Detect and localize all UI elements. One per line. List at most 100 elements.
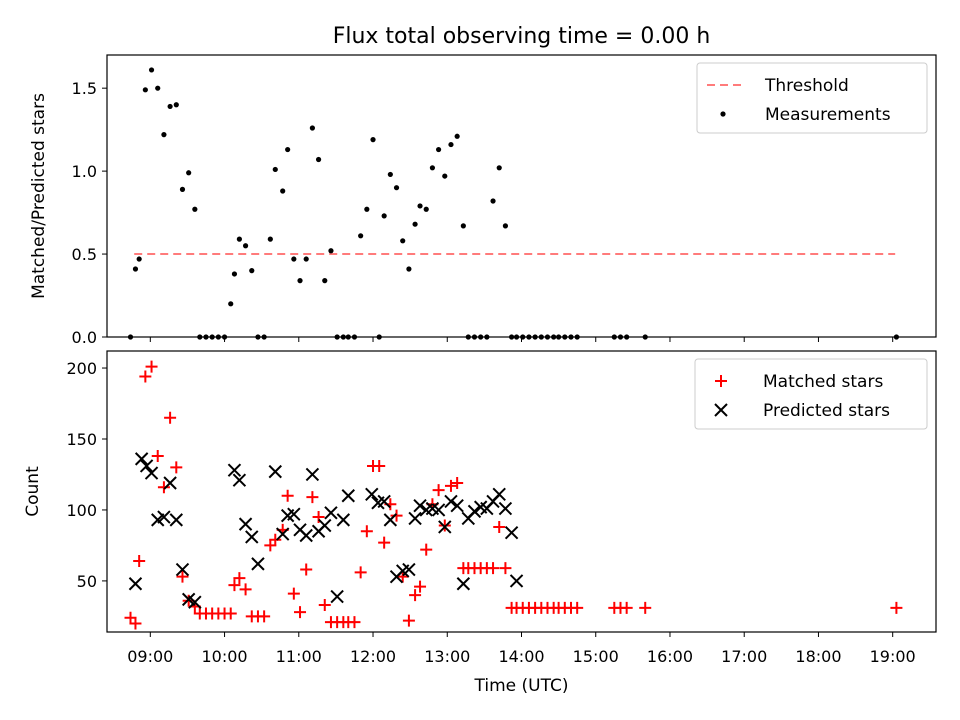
- matched-star-point: [390, 509, 403, 522]
- measurement-point: [454, 133, 460, 139]
- predicted-star-point: [431, 503, 446, 517]
- legend-label: Threshold: [764, 76, 849, 96]
- legend-label: Predicted stars: [763, 401, 890, 421]
- ratio-panel: 0.0 0.5 1.0 1.5 Matched/Predicted stars Thres…: [29, 54, 937, 347]
- matched-star-point: [287, 587, 300, 600]
- measurement-point: [387, 171, 393, 178]
- predicted-star-point: [175, 562, 190, 577]
- predicted-star-point: [377, 494, 391, 509]
- matched-star-point: [129, 617, 142, 630]
- matched-star-point: [402, 614, 415, 627]
- predicted-star-point: [498, 501, 513, 516]
- predicted-star-point: [299, 528, 313, 543]
- matched-star-point: [373, 459, 386, 472]
- legend: Threshold Measurements: [696, 62, 928, 134]
- measurement-point: [132, 266, 139, 272]
- predicted-star-point: [238, 517, 253, 531]
- measurement-point: [417, 203, 423, 209]
- x-tick-label: 11:00: [276, 647, 322, 666]
- predicted-star-point: [408, 511, 422, 526]
- count-panel: 09:00 10:00 11:00 12:00 13:00 14:00 15:00 16:00…: [23, 350, 937, 666]
- axes-frame: [106, 350, 937, 633]
- predicted-star-point: [450, 498, 464, 513]
- measurement-point: [167, 103, 173, 110]
- predicted-star-point: [251, 557, 265, 571]
- matched-star-point: [133, 555, 146, 568]
- measurement-point: [364, 206, 370, 212]
- predicted-star-point: [492, 487, 506, 502]
- predicted-star-point: [509, 574, 524, 588]
- predicted-star-point: [324, 506, 338, 520]
- predicted-star-point: [336, 513, 351, 527]
- x-tick-label: 12:00: [350, 647, 396, 666]
- matched-star-point: [239, 583, 252, 596]
- matched-star-point: [318, 599, 331, 612]
- predicted-star-point: [128, 577, 143, 591]
- measurement-point: [502, 223, 509, 229]
- measurement-point: [429, 165, 436, 171]
- matched-star-point: [620, 601, 633, 614]
- matched-star-point: [396, 570, 409, 583]
- matched-star-point: [487, 562, 500, 575]
- predicted-star-point: [169, 513, 183, 527]
- measurement-point: [148, 67, 155, 73]
- matched-star-point: [300, 563, 313, 576]
- x-axis-label: Time (UTC): [474, 676, 569, 696]
- matched-star-point: [145, 360, 158, 373]
- y-tick-label: 200: [66, 359, 97, 378]
- predicted-star-point: [287, 507, 301, 521]
- matched-star-point: [890, 601, 903, 614]
- predicted-star-point: [163, 476, 177, 490]
- predicted-star-point: [438, 520, 452, 534]
- legend-frame: [694, 358, 928, 430]
- legend-frame: [696, 62, 928, 134]
- measurement-point: [436, 146, 442, 153]
- measurement-point: [267, 236, 273, 242]
- measurement-point: [186, 170, 192, 176]
- measurement-point: [136, 256, 142, 262]
- predicted-star-point: [444, 494, 458, 509]
- x-tick-label: 17:00: [721, 647, 767, 666]
- predicted-star-point: [383, 513, 398, 527]
- legend-label: Matched stars: [763, 372, 883, 392]
- y-tick-label: 1.0: [72, 162, 97, 181]
- predicted-star-point: [188, 595, 202, 609]
- measurement-point: [460, 223, 466, 229]
- matched-star-point: [414, 580, 427, 593]
- measurement-point: [192, 206, 198, 212]
- measurement-point: [285, 146, 291, 153]
- measurement-point: [297, 278, 303, 284]
- matched-star-point: [157, 481, 170, 494]
- x-tick-label: 09:00: [127, 647, 173, 666]
- measurement-point: [231, 271, 238, 277]
- measurement-point: [303, 256, 309, 262]
- measurement-point: [393, 185, 400, 191]
- y-tick-label: 100: [66, 501, 97, 520]
- measurement-point: [179, 186, 186, 192]
- legend: Matched stars Predicted stars: [694, 358, 928, 430]
- matched-star-point: [224, 607, 237, 620]
- predicted-star-point: [275, 527, 290, 541]
- measurement-point: [280, 188, 286, 194]
- measurement-point: [161, 132, 167, 138]
- x-tick-label: 13:00: [424, 647, 470, 666]
- legend-label: Measurements: [765, 105, 891, 125]
- y-tick-label: 0.0: [72, 328, 97, 347]
- legend-measurement-swatch: [720, 111, 726, 117]
- measurement-point: [328, 248, 334, 254]
- measurement-point: [490, 198, 496, 204]
- measurement-point: [272, 166, 278, 173]
- matched-star-point: [294, 606, 307, 619]
- measurement-point: [228, 301, 234, 307]
- matched-star-point: [348, 616, 361, 629]
- measurement-point: [291, 256, 297, 262]
- matched-star-point: [438, 519, 451, 532]
- predicted-star-point: [402, 562, 416, 577]
- matched-star-point: [420, 543, 433, 556]
- measurement-point: [496, 165, 502, 171]
- matched-star-point: [571, 601, 584, 614]
- y-tick-label: 1.5: [72, 79, 97, 98]
- measurement-point: [236, 236, 242, 242]
- measurement-point: [309, 125, 315, 131]
